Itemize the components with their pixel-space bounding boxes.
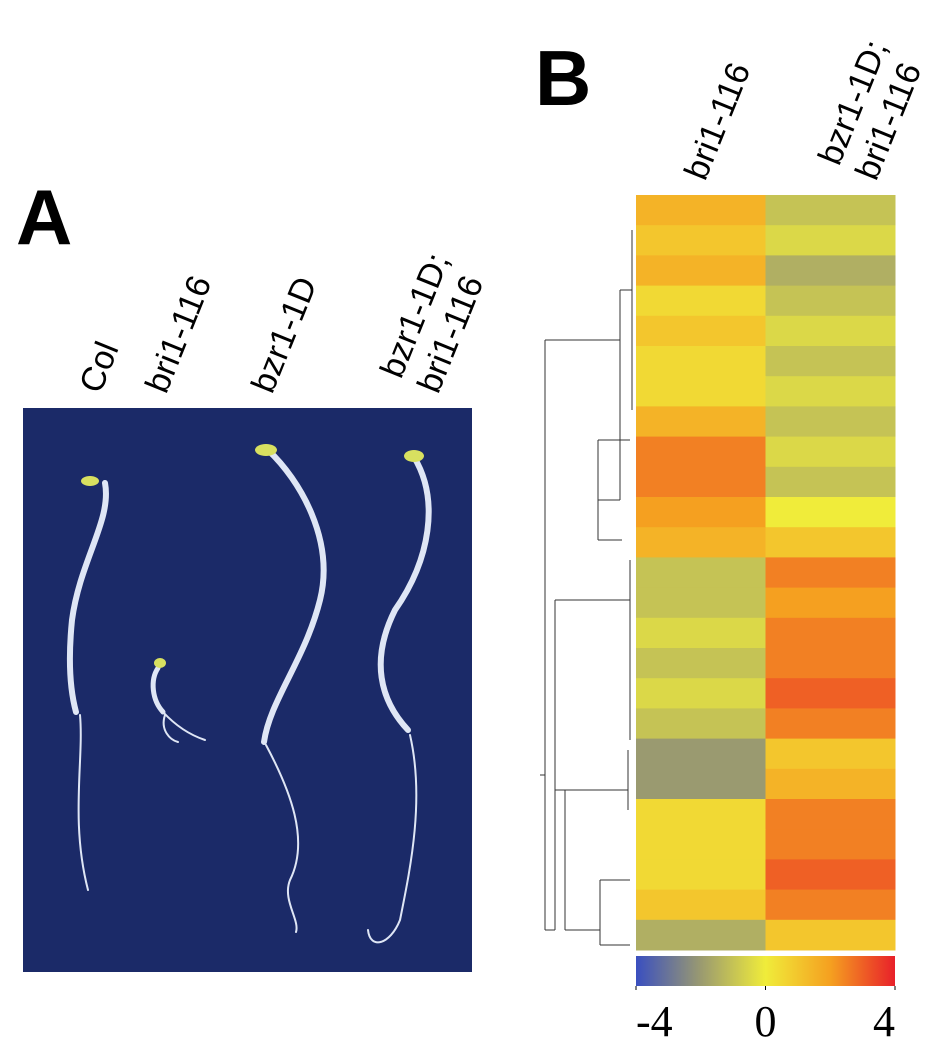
heatmap-cell xyxy=(636,768,766,800)
heatmap-cell xyxy=(765,859,896,891)
lane-label-group: bzr1-1D xyxy=(244,272,325,398)
heatmap-cell xyxy=(636,708,766,740)
heatmap-cell xyxy=(765,195,896,226)
heatmap-cell xyxy=(765,557,896,589)
heatmap-cell xyxy=(636,406,766,438)
column-label-group: bri1-116 xyxy=(677,57,758,185)
heatmap-cell xyxy=(765,346,896,377)
column-label-group: bzr1-1D;bri1-116 xyxy=(811,35,929,185)
colorbar xyxy=(636,956,895,986)
heatmap-cell xyxy=(636,799,766,830)
heatmap-cell xyxy=(765,768,896,800)
panel-label: B xyxy=(535,34,591,122)
lane-label-group: bzr1-1D;bri1-116 xyxy=(373,248,491,398)
colorbar-tick-label: 0 xyxy=(755,997,777,1046)
colorbar-tick-label: -4 xyxy=(636,997,673,1046)
heatmap-cell xyxy=(765,648,896,679)
heatmap-cell xyxy=(636,315,766,347)
heatmap-cell xyxy=(636,436,766,468)
heatmap-cell xyxy=(636,738,766,770)
heatmap-cell xyxy=(636,859,766,891)
heatmap-cell xyxy=(765,497,896,528)
heatmap-cell xyxy=(765,376,896,407)
heatmap-cell xyxy=(636,527,766,558)
heatmap-cell xyxy=(765,466,896,498)
lane-label: bri1-116 xyxy=(138,270,219,398)
heatmap-cell xyxy=(765,527,896,558)
heatmap-cell xyxy=(765,708,896,740)
heatmap-cell xyxy=(636,195,766,226)
heatmap-cell xyxy=(765,225,896,256)
heatmap-cell xyxy=(636,376,766,407)
heatmap-cell xyxy=(636,829,766,860)
heatmap-cell xyxy=(765,285,896,317)
heatmap-cell xyxy=(636,497,766,528)
heatmap-cell xyxy=(636,346,766,377)
heatmap-cell xyxy=(636,617,766,649)
heatmap-cell xyxy=(636,648,766,679)
seedlings xyxy=(66,444,432,944)
heatmap-cell xyxy=(636,919,766,951)
heatmap-cell xyxy=(765,889,896,921)
heatmap-cell xyxy=(765,315,896,347)
heatmap-cell xyxy=(765,255,896,287)
heatmap-cell xyxy=(636,587,766,619)
heatmap-cell xyxy=(636,678,766,709)
dendrogram xyxy=(540,230,633,946)
heatmap-cell xyxy=(765,799,896,830)
lane-label: Col xyxy=(72,336,126,398)
heatmap-cell xyxy=(636,557,766,589)
heatmap-cell xyxy=(636,285,766,317)
heatmap-cell xyxy=(765,738,896,770)
heatmap-cell xyxy=(636,466,766,498)
heatmap-cell xyxy=(636,889,766,921)
lane-label: bzr1-1D xyxy=(244,272,325,398)
heatmap-cell xyxy=(765,587,896,619)
heatmap-cell xyxy=(765,919,896,951)
heatmap-cell xyxy=(765,829,896,860)
heatmap-cell xyxy=(765,678,896,709)
colorbar-tick-label: 4 xyxy=(873,997,895,1046)
lane-label-group: bri1-116 xyxy=(138,270,219,398)
heatmap-cell xyxy=(765,617,896,649)
heatmap-cell xyxy=(765,436,896,468)
column-label: bri1-116 xyxy=(677,57,758,185)
panel-label: A xyxy=(16,173,72,261)
heatmap-cell xyxy=(636,225,766,256)
lane-label-group: Col xyxy=(72,336,126,398)
heatmap-cell xyxy=(636,255,766,287)
seedling-photo xyxy=(23,408,472,972)
heatmap-cell xyxy=(765,406,896,438)
